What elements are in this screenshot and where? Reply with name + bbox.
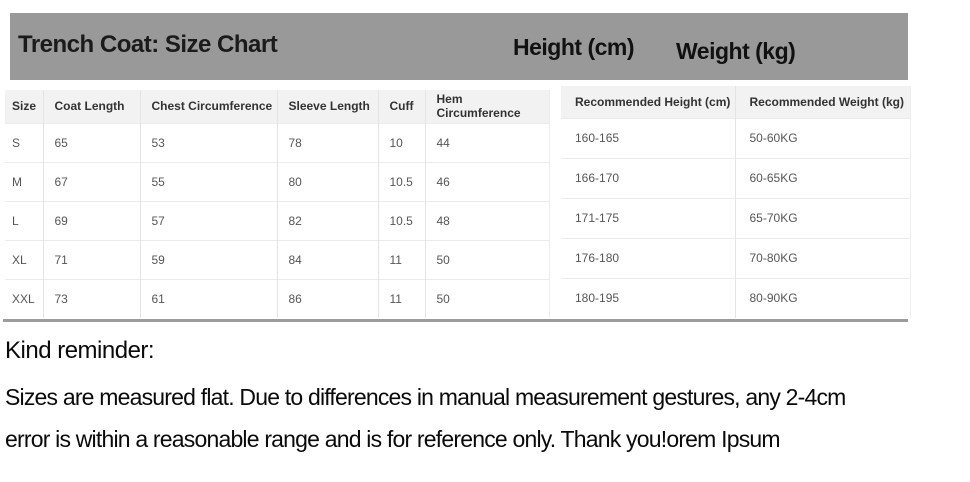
height-column-banner-label: Height (cm) <box>513 34 635 60</box>
column-header-cuff: Cuff <box>377 90 425 123</box>
column-header-hem-circumference: Hem Circumference <box>424 90 550 123</box>
table-cell: 80 <box>276 162 378 201</box>
recommendation-row: 171-175 65-70KG <box>561 198 911 238</box>
table-cell: M <box>12 174 22 189</box>
recommendation-row: 176-180 70-80KG <box>561 238 911 278</box>
table-cell: 50 <box>424 240 550 279</box>
table-cell: 11 <box>377 240 425 279</box>
weight-column-banner-label: Weight (kg) <box>676 38 796 64</box>
table-cell: 180-195 <box>575 291 620 306</box>
table-cell: 44 <box>424 123 550 162</box>
size-table-row-s: S 65 53 78 10 44 <box>5 123 550 162</box>
table-cell: 50 <box>424 279 550 318</box>
recommendation-row: 160-165 50-60KG <box>561 118 911 158</box>
table-cell: 73 <box>42 279 140 318</box>
table-cell: 84 <box>276 240 378 279</box>
reminder-text-line: Sizes are measured flat. Due to differen… <box>5 384 846 410</box>
table-cell: 176-180 <box>575 251 620 265</box>
size-table-row-l: L 69 57 82 10.5 48 <box>5 201 550 240</box>
table-cell: 80-90KG <box>734 278 911 318</box>
table-cell: 171-175 <box>575 211 620 225</box>
table-cell: 82 <box>276 201 378 240</box>
recommendation-row: 180-195 80-90KG <box>561 278 911 318</box>
table-cell: 10.5 <box>377 162 425 201</box>
table-cell: XXL <box>12 291 35 306</box>
table-cell: 57 <box>139 201 277 240</box>
table-cell: 67 <box>42 162 140 201</box>
table-cell: 48 <box>424 201 550 240</box>
recommendation-table: Recommended Height (cm) Recommended Weig… <box>561 86 911 318</box>
table-cell: 86 <box>276 279 378 318</box>
column-header-recommended-weight: Recommended Weight (kg) <box>734 86 911 118</box>
column-header-recommended-height: Recommended Height (cm) <box>561 86 735 118</box>
table-cell: 78 <box>276 123 378 162</box>
table-cell: 69 <box>42 201 140 240</box>
table-cell: L <box>12 213 19 228</box>
table-cell: 50-60KG <box>734 118 911 158</box>
reminder-heading: Kind reminder: <box>5 337 155 364</box>
column-header-sleeve-length: Sleeve Length <box>276 90 378 123</box>
reminder-text-line: error is within a reasonable range and i… <box>5 426 781 452</box>
table-cell: 11 <box>377 279 425 318</box>
table-cell: 61 <box>139 279 277 318</box>
table-cell: 10.5 <box>377 201 425 240</box>
table-cell: 46 <box>424 162 550 201</box>
reminder-body: Sizes are measured flat. Due to differen… <box>5 376 846 460</box>
table-cell: 10 <box>377 123 425 162</box>
size-table-row-m: M 67 55 80 10.5 46 <box>5 162 550 201</box>
table-bottom-rule <box>3 319 908 322</box>
column-header-size: Size <box>5 90 43 123</box>
table-cell: 70-80KG <box>734 238 911 278</box>
table-cell: 71 <box>42 240 140 279</box>
table-cell: S <box>12 135 21 150</box>
size-table-row-xl: XL 71 59 84 11 50 <box>5 240 550 279</box>
table-cell: 166-170 <box>575 171 620 185</box>
size-table-row-xxl: XXL 73 61 86 11 50 <box>5 279 550 318</box>
recommendation-table-header-row: Recommended Height (cm) Recommended Weig… <box>561 86 911 118</box>
column-header-chest-circumference: Chest Circumference <box>139 90 277 123</box>
title-banner: Trench Coat: Size Chart Height (cm) Weig… <box>10 13 908 80</box>
table-cell: 65 <box>42 123 140 162</box>
recommendation-row: 166-170 60-65KG <box>561 158 911 198</box>
table-cell: 60-65KG <box>734 158 911 198</box>
table-cell: XL <box>12 252 27 267</box>
table-cell: 55 <box>139 162 277 201</box>
table-cell: 59 <box>139 240 277 279</box>
size-measurements-table: Size Coat Length Chest Circumference Sle… <box>5 90 550 318</box>
table-cell: 65-70KG <box>734 198 911 238</box>
column-header-coat-length: Coat Length <box>42 90 140 123</box>
table-cell: 160-165 <box>575 131 620 145</box>
table-cell: 53 <box>139 123 277 162</box>
page-title: Trench Coat: Size Chart <box>18 31 278 58</box>
size-table-header-row: Size Coat Length Chest Circumference Sle… <box>5 90 550 123</box>
